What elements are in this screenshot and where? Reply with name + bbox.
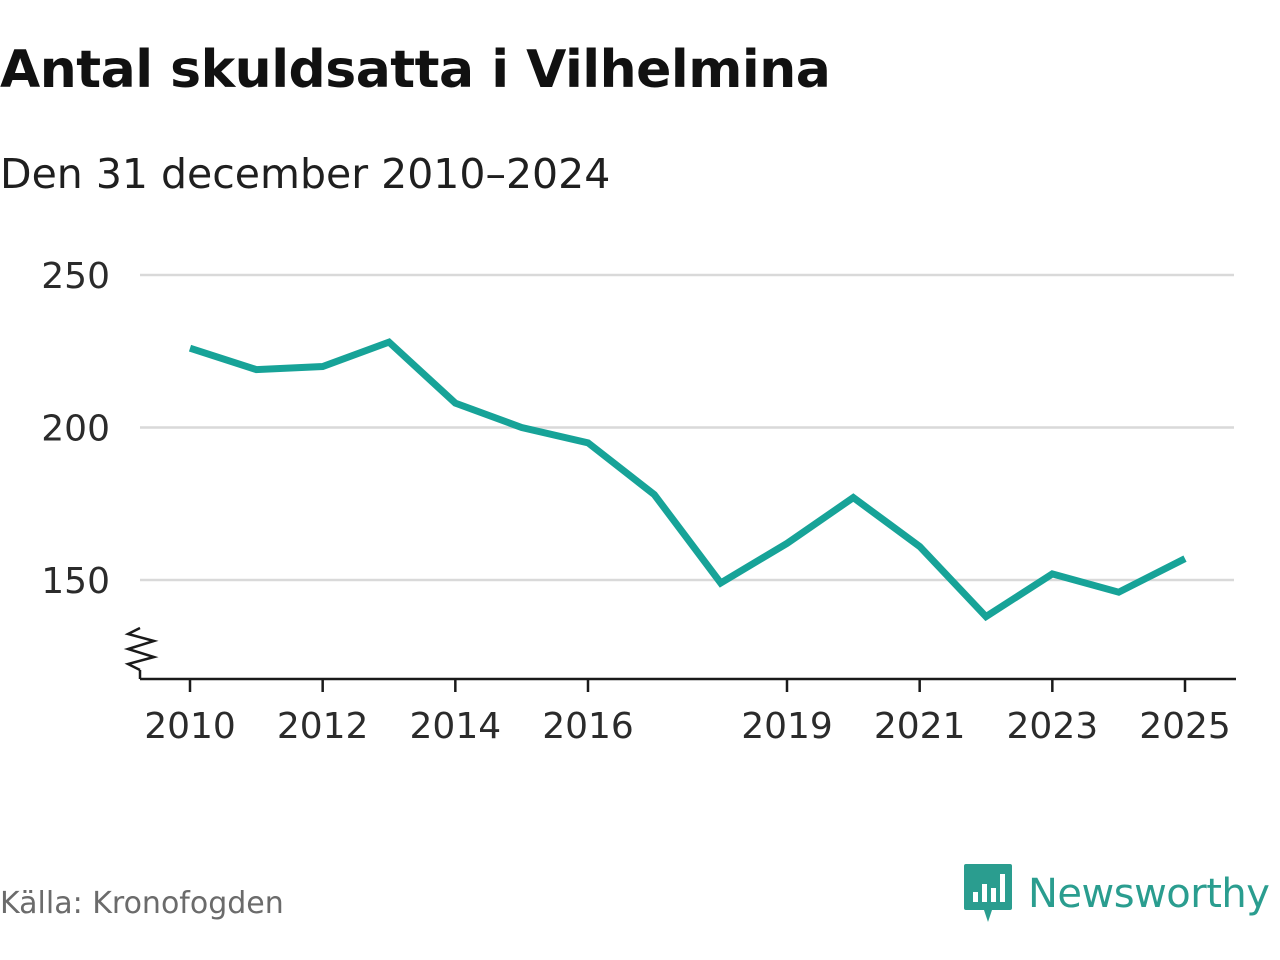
data-point-2018 (718, 580, 724, 586)
y-tick-label-150: 150 (41, 561, 110, 602)
newsworthy-logo-icon (964, 864, 1012, 922)
data-point-2021 (917, 543, 923, 549)
data-point-2017 (651, 492, 657, 498)
x-tick-label-2016: 2016 (542, 706, 634, 747)
data-point-2020 (850, 495, 856, 501)
data-point-2016 (585, 440, 591, 446)
x-tick-label-2010: 2010 (144, 706, 236, 747)
brand[interactable]: Newsworthy (962, 862, 1270, 926)
source-note: Källa: Kronofogden (0, 886, 284, 921)
data-point-2023 (1049, 571, 1055, 577)
series-line-0 (188, 338, 1187, 622)
data-point-2012 (320, 364, 326, 370)
axis-break-icon (123, 626, 159, 672)
chart-title: Antal skuldsatta i Vilhelmina (0, 40, 831, 100)
data-point-2022 (983, 614, 989, 620)
data-point-2013 (386, 339, 392, 345)
x-tick-label-2012: 2012 (277, 706, 369, 747)
x-tick-label-2025: 2025 (1139, 706, 1231, 747)
data-point-2019 (784, 540, 790, 546)
x-tick-label-2019: 2019 (741, 706, 833, 747)
y-tick-label-250: 250 (41, 256, 110, 297)
y-tick-label-200: 200 (41, 409, 110, 450)
x-tick-label-2023: 2023 (1007, 706, 1099, 747)
chart-subtitle: Den 31 december 2010–2024 (0, 150, 611, 198)
data-point-2010 (187, 345, 193, 351)
data-point-2015 (519, 425, 525, 431)
data-point-2025 (1182, 556, 1188, 562)
data-point-2014 (452, 400, 458, 406)
x-tick-label-2014: 2014 (410, 706, 502, 747)
data-point-2011 (253, 367, 259, 373)
brand-name: Newsworthy (1028, 871, 1270, 917)
data-point-2024 (1116, 589, 1122, 595)
x-tick-label-2021: 2021 (874, 706, 966, 747)
